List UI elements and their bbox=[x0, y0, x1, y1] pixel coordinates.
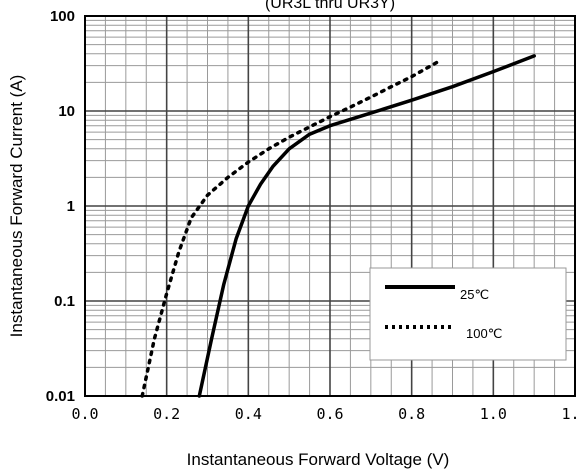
x-tick-label: 0.6 bbox=[316, 405, 343, 423]
tick-labels: 0.0 0.2 0.4 0.6 0.8 1.0 1.2 0.01 0.1 1 10 100 bbox=[46, 8, 579, 423]
chart-title: (UR3L thru UR3Y) bbox=[265, 0, 395, 12]
x-tick-label: 1.0 bbox=[480, 405, 507, 423]
x-tick-label: 0.4 bbox=[235, 405, 262, 423]
legend-label-25c: 25℃ bbox=[460, 287, 489, 302]
y-tick-label: 0.01 bbox=[46, 388, 75, 405]
plot-area-border bbox=[84, 15, 576, 397]
y-tick-label: 0.1 bbox=[54, 293, 75, 310]
x-tick-label: 0.8 bbox=[398, 405, 425, 423]
y-axis-label: Instantaneous Forward Current (A) bbox=[7, 75, 26, 338]
legend: 25℃ 100℃ bbox=[369, 267, 567, 361]
series-line-25c bbox=[197, 54, 536, 398]
x-axis-label: Instantaneous Forward Voltage (V) bbox=[187, 450, 450, 469]
x-tick-label: 1.2 bbox=[561, 405, 579, 423]
legend-label-100c: 100℃ bbox=[466, 326, 502, 341]
y-tick-label: 1 bbox=[67, 198, 75, 215]
x-tick-label: 0.0 bbox=[71, 405, 98, 423]
x-tick-label: 0.2 bbox=[153, 405, 180, 423]
series-line-100c bbox=[140, 58, 443, 398]
y-tick-label: 10 bbox=[58, 103, 75, 120]
y-tick-label: 100 bbox=[50, 8, 75, 25]
legend-box bbox=[369, 267, 567, 361]
series-layer bbox=[140, 54, 536, 398]
